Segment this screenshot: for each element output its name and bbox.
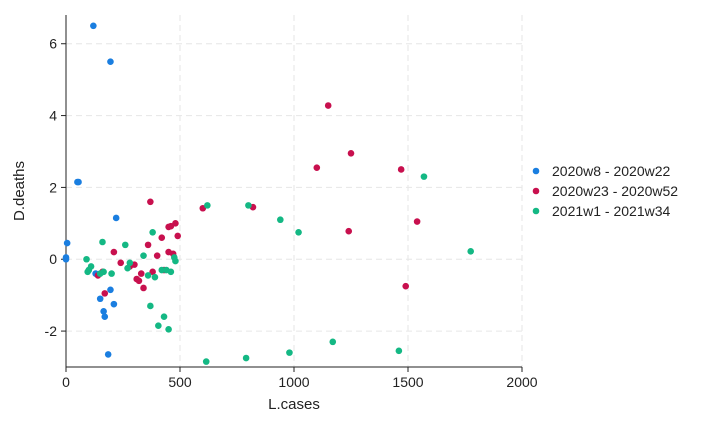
data-point-series-3 — [295, 229, 302, 236]
data-point-series-3 — [167, 268, 175, 276]
data-point-series-2 — [101, 290, 109, 297]
legend-label-series-1: 2020w8 - 2020w22 — [552, 163, 671, 179]
data-point-series-2 — [140, 284, 147, 292]
data-point-series-3 — [245, 202, 252, 209]
data-point-series-3 — [158, 266, 166, 274]
data-point-series-1 — [100, 308, 107, 315]
legend-label-series-2: 2020w23 - 2020w52 — [552, 183, 678, 199]
grid — [65, 15, 523, 367]
legend: 2020w8 - 2020w22 2020w23 - 2020w52 2021w1 … — [532, 163, 678, 219]
x-axis-title: L.cases — [268, 396, 320, 413]
data-point-series-3 — [165, 325, 172, 333]
y-tick-label: -2 — [45, 323, 58, 339]
data-point-series-1 — [107, 286, 114, 294]
data-point-series-2 — [313, 164, 321, 171]
data-point-series-3 — [85, 266, 93, 274]
data-point-series-3 — [277, 216, 284, 224]
y-tick-label: 2 — [49, 179, 57, 195]
data-point-series-3 — [100, 268, 107, 276]
data-point-series-2 — [153, 252, 161, 259]
data-point-series-2 — [324, 102, 332, 109]
x-ticks: 0 500 1000 1500 2000 — [62, 367, 538, 390]
legend-marker-series-3 — [532, 207, 540, 215]
x-tick-label: 1000 — [278, 374, 309, 390]
data-point-series-2 — [137, 270, 145, 277]
data-point-series-3 — [204, 202, 211, 209]
x-tick-label: 1500 — [392, 374, 423, 390]
legend-marker-series-1 — [532, 167, 540, 175]
y-tick-label: 6 — [49, 36, 57, 52]
data-point-series-2 — [165, 223, 172, 231]
data-point-series-3 — [329, 338, 337, 346]
data-point-series-3 — [172, 257, 179, 265]
legend-label-series-3: 2021w1 - 2021w34 — [552, 203, 671, 219]
data-point-series-1 — [104, 351, 112, 358]
x-tick-label: 0 — [62, 374, 70, 390]
data-point-series-3 — [140, 252, 147, 259]
data-point-series-3 — [121, 241, 129, 249]
x-tick-label: 500 — [168, 374, 192, 390]
x-tick-label: 2000 — [506, 374, 537, 390]
data-point-series-1 — [90, 22, 97, 30]
data-point-series-3 — [420, 173, 428, 180]
data-point-series-2 — [402, 282, 410, 290]
data-point-series-3 — [83, 255, 90, 263]
data-point-series-3 — [147, 302, 154, 310]
data-point-series-3 — [202, 358, 210, 365]
data-point-series-1 — [63, 239, 71, 247]
data-point-series-3 — [149, 229, 156, 236]
data-point-series-3 — [144, 272, 152, 279]
data-point-series-1 — [110, 300, 118, 308]
data-point-series-3 — [286, 349, 293, 356]
data-point-series-2 — [135, 277, 143, 285]
data-point-series-3 — [395, 347, 403, 355]
data-point-series-2 — [397, 166, 405, 173]
data-point-series-3 — [99, 238, 106, 246]
data-point-series-2 — [110, 248, 118, 256]
data-point-series-1 — [112, 214, 120, 222]
data-point-series-2 — [144, 241, 152, 249]
data-point-series-1 — [62, 255, 70, 263]
data-point-series-2 — [149, 268, 156, 276]
y-ticks: -2 0 2 4 6 — [45, 36, 66, 339]
data-point-series-1 — [101, 313, 109, 321]
data-points — [62, 22, 475, 365]
data-point-series-2 — [413, 218, 421, 225]
data-point-series-2 — [174, 232, 182, 240]
data-point-series-2 — [117, 259, 125, 267]
data-point-series-3 — [155, 322, 162, 329]
data-point-series-3 — [242, 354, 250, 362]
data-point-series-1 — [75, 178, 82, 186]
data-point-series-3 — [126, 259, 134, 267]
data-point-series-3 — [467, 248, 475, 255]
y-axis-title: D.deaths — [11, 161, 28, 221]
data-point-series-2 — [147, 198, 154, 206]
data-point-series-2 — [158, 234, 166, 241]
y-tick-label: 4 — [49, 108, 57, 124]
data-point-series-3 — [160, 313, 168, 321]
y-tick-label: 0 — [49, 251, 57, 267]
legend-marker-series-2 — [532, 187, 540, 195]
data-point-series-3 — [108, 270, 115, 277]
data-point-series-2 — [345, 227, 353, 235]
data-point-series-1 — [107, 58, 114, 65]
data-point-series-3 — [124, 264, 131, 272]
data-point-series-2 — [347, 149, 355, 157]
data-point-series-3 — [151, 273, 159, 281]
data-point-series-1 — [96, 295, 104, 303]
